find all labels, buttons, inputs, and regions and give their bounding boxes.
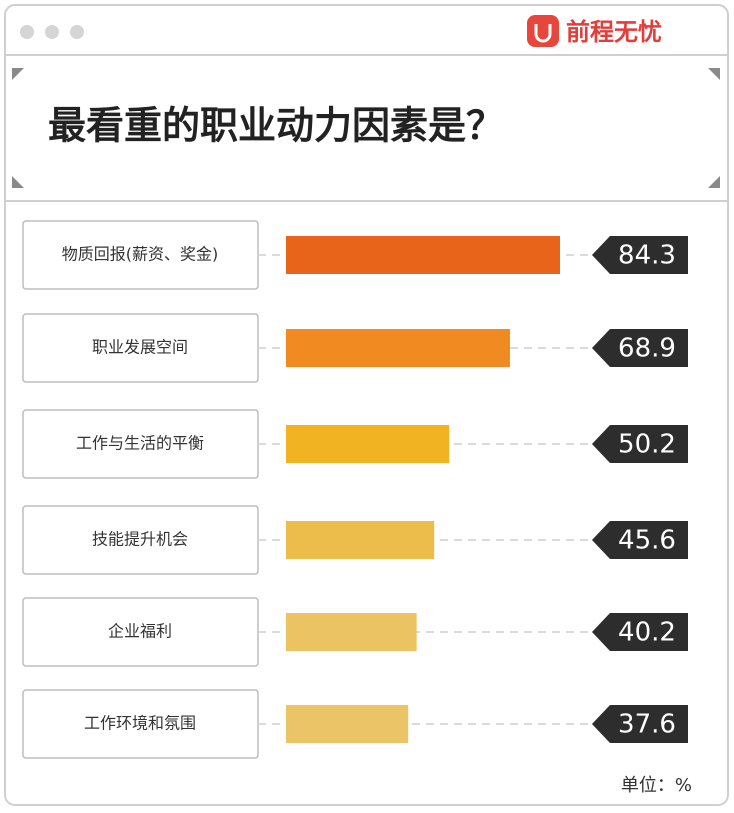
value-label: 40.2 <box>618 618 676 648</box>
value-tag <box>592 521 688 559</box>
unit-label: 单位：% <box>621 775 692 796</box>
bar <box>286 329 510 367</box>
category-label: 企业福利 <box>108 622 172 641</box>
value-tag <box>592 425 688 463</box>
category-label: 职业发展空间 <box>92 338 188 357</box>
chart-title: 最看重的职业动力因素是？ <box>48 104 504 148</box>
category-label: 技能提升机会 <box>92 530 188 549</box>
corner <box>12 176 24 188</box>
corner <box>708 68 720 80</box>
value-tag <box>592 236 688 274</box>
logo-glyph <box>534 24 552 43</box>
brand: 前程无忧 <box>566 18 662 46</box>
bar <box>286 425 450 463</box>
window-dot <box>70 25 84 39</box>
bar <box>286 613 417 651</box>
logo-icon <box>527 15 559 47</box>
value-tag <box>592 705 688 743</box>
category-label: 物质回报(薪资、奖金) <box>62 245 219 264</box>
value-label: 45.6 <box>618 526 676 556</box>
window-dot <box>45 25 59 39</box>
value-tag <box>592 613 688 651</box>
corner <box>708 176 720 188</box>
bar <box>286 521 435 559</box>
value-label: 68.9 <box>618 334 676 364</box>
window-dot <box>20 25 34 39</box>
value-label: 50.2 <box>618 430 676 460</box>
value-tag <box>592 329 688 367</box>
corner <box>12 68 24 80</box>
value-label: 84.3 <box>618 241 676 271</box>
bar <box>286 236 560 274</box>
category-label: 工作环境和氛围 <box>84 714 196 733</box>
category-label: 工作与生活的平衡 <box>76 434 204 453</box>
value-label: 37.6 <box>618 710 676 740</box>
bar <box>286 705 409 743</box>
